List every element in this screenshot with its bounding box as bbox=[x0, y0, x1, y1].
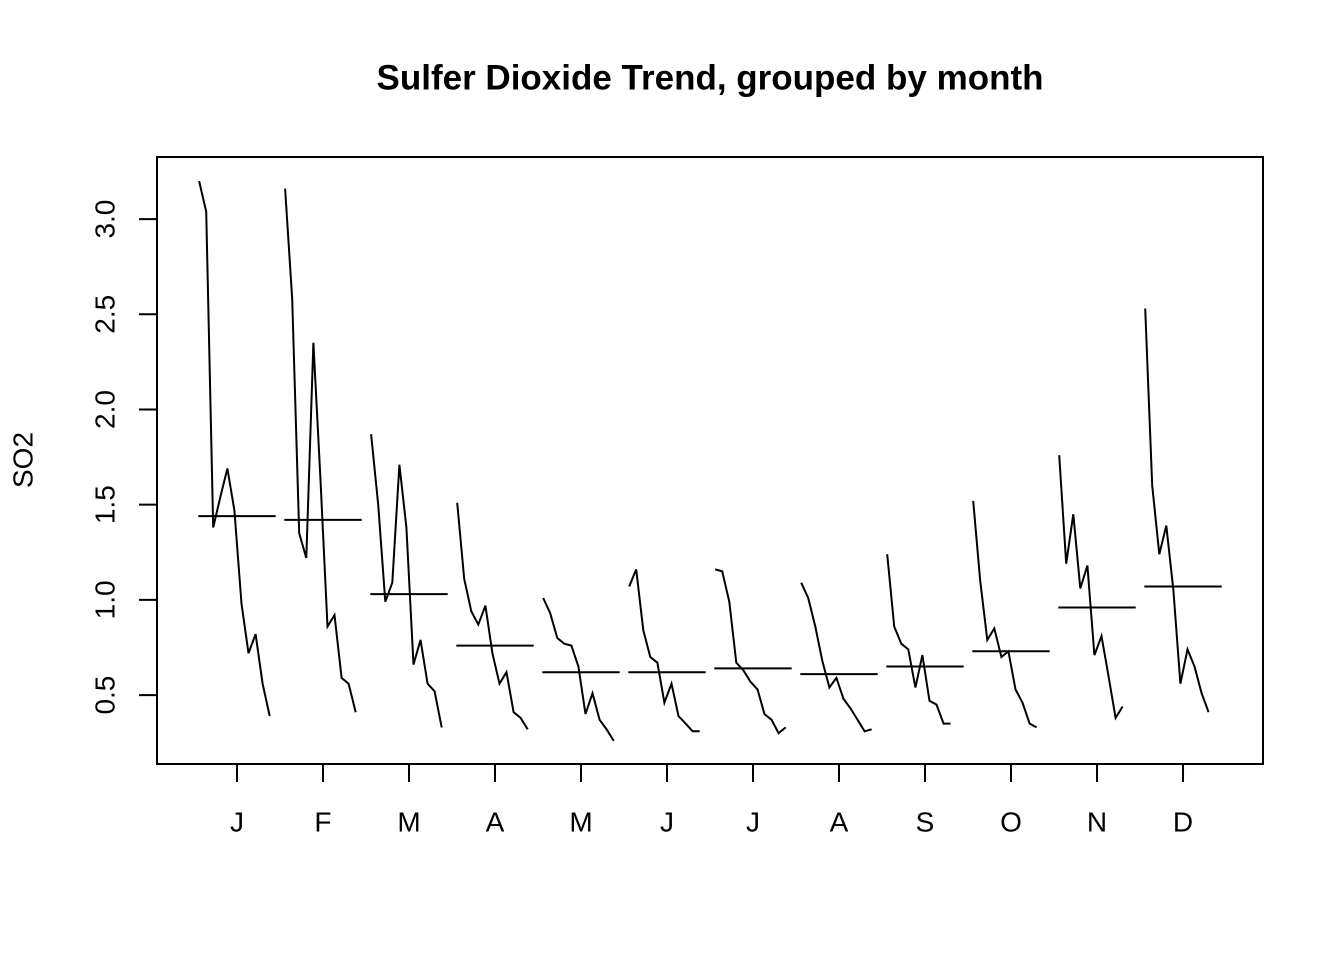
month-line bbox=[800, 582, 872, 733]
month-line bbox=[886, 554, 951, 725]
chart-title: Sulfer Dioxide Trend, grouped by month bbox=[377, 58, 1044, 97]
x-tick-label: A bbox=[486, 806, 505, 837]
x-tick-label: S bbox=[916, 806, 935, 837]
month-line bbox=[628, 569, 700, 733]
y-tick-label: 1.5 bbox=[89, 485, 120, 524]
month-line bbox=[1058, 455, 1124, 721]
y-tick-label: 3.0 bbox=[89, 200, 120, 239]
y-axis-label: SO2 bbox=[7, 432, 38, 488]
y-tick-label: 2.0 bbox=[89, 390, 120, 429]
y-tick-label: 2.5 bbox=[89, 295, 120, 334]
y-tick-label: 0.5 bbox=[89, 676, 120, 715]
x-tick-label: J bbox=[660, 806, 674, 837]
month-line bbox=[542, 597, 615, 742]
month-line bbox=[198, 180, 271, 717]
x-tick-label: J bbox=[746, 806, 760, 837]
x-tick-label: O bbox=[1000, 806, 1022, 837]
x-tick-label: J bbox=[230, 806, 244, 837]
x-tick-label: M bbox=[569, 806, 592, 837]
month-line bbox=[714, 568, 787, 735]
y-tick-label: 1.0 bbox=[89, 580, 120, 619]
x-tick-label: D bbox=[1173, 806, 1193, 837]
month-line bbox=[1144, 308, 1210, 713]
x-tick-label: F bbox=[314, 806, 331, 837]
x-tick-label: N bbox=[1087, 806, 1107, 837]
month-line bbox=[456, 502, 529, 730]
x-tick-label: A bbox=[830, 806, 849, 837]
month-line bbox=[370, 434, 443, 728]
month-line bbox=[972, 500, 1038, 729]
x-tick-label: M bbox=[397, 806, 420, 837]
month-line bbox=[284, 188, 357, 713]
plot-frame bbox=[156, 156, 1264, 765]
